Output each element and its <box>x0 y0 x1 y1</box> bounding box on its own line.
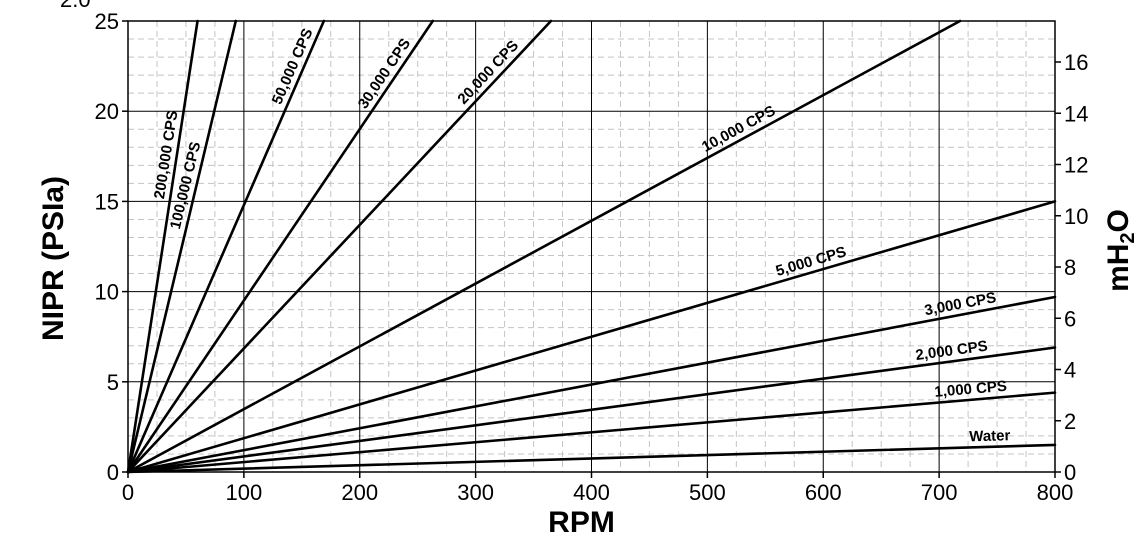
x-tick-label: 100 <box>226 480 263 505</box>
y2-tick-label: 16 <box>1064 50 1088 75</box>
series-label: 5,000 CPS <box>774 243 848 280</box>
y2-title-end: O <box>1102 209 1135 232</box>
x-tick-label: 700 <box>921 480 958 505</box>
x-tick-label: 300 <box>457 480 494 505</box>
y-tick-label: 25 <box>95 9 119 34</box>
x-tick-label: 200 <box>341 480 378 505</box>
x-tick-labels: 0 100 200 300 400 500 600 700 800 <box>122 480 1073 505</box>
y-tick-label: 20 <box>95 99 119 124</box>
y2-tick-label: 14 <box>1064 101 1088 126</box>
series-label: 2,000 CPS <box>915 338 989 365</box>
y2-tick-label: 2 <box>1064 409 1076 434</box>
y2-tick-label: 4 <box>1064 358 1076 383</box>
y2-tick-labels: 0 2 4 6 8 10 12 14 16 <box>1064 50 1088 485</box>
y2-tick-label: 12 <box>1064 153 1088 178</box>
y-tick-label: 15 <box>95 189 119 214</box>
y-axis-title: NIPR (PSIa) <box>37 176 70 341</box>
x-tick-label: 0 <box>122 480 134 505</box>
x-tick-label: 400 <box>573 480 610 505</box>
series-label: 20,000 CPS <box>454 37 522 108</box>
series-line <box>128 21 198 472</box>
y-tick-labels: 0 5 10 15 20 25 <box>95 9 119 485</box>
y-top-partial-label: 2.0 <box>60 0 91 12</box>
y-tick-label: 5 <box>107 370 119 395</box>
series-line <box>128 21 236 472</box>
series-label: Water <box>969 427 1011 445</box>
y-tick-label: 10 <box>95 280 119 305</box>
x-axis-title: RPM <box>548 506 615 539</box>
series-label: 30,000 CPS <box>355 35 414 112</box>
y2-tick-label: 0 <box>1064 460 1076 485</box>
y2-tick-label: 6 <box>1064 306 1076 331</box>
y-tick-label: 0 <box>107 460 119 485</box>
x-tick-label: 500 <box>689 480 726 505</box>
x-tick-label: 600 <box>805 480 842 505</box>
y2-axis-title: mH2O <box>1102 209 1135 292</box>
y2-tick-label: 8 <box>1064 255 1076 280</box>
y2-title-subscript: 2 <box>1117 232 1135 243</box>
y2-title-main: mH <box>1102 244 1135 292</box>
y2-tick-label: 10 <box>1064 204 1088 229</box>
